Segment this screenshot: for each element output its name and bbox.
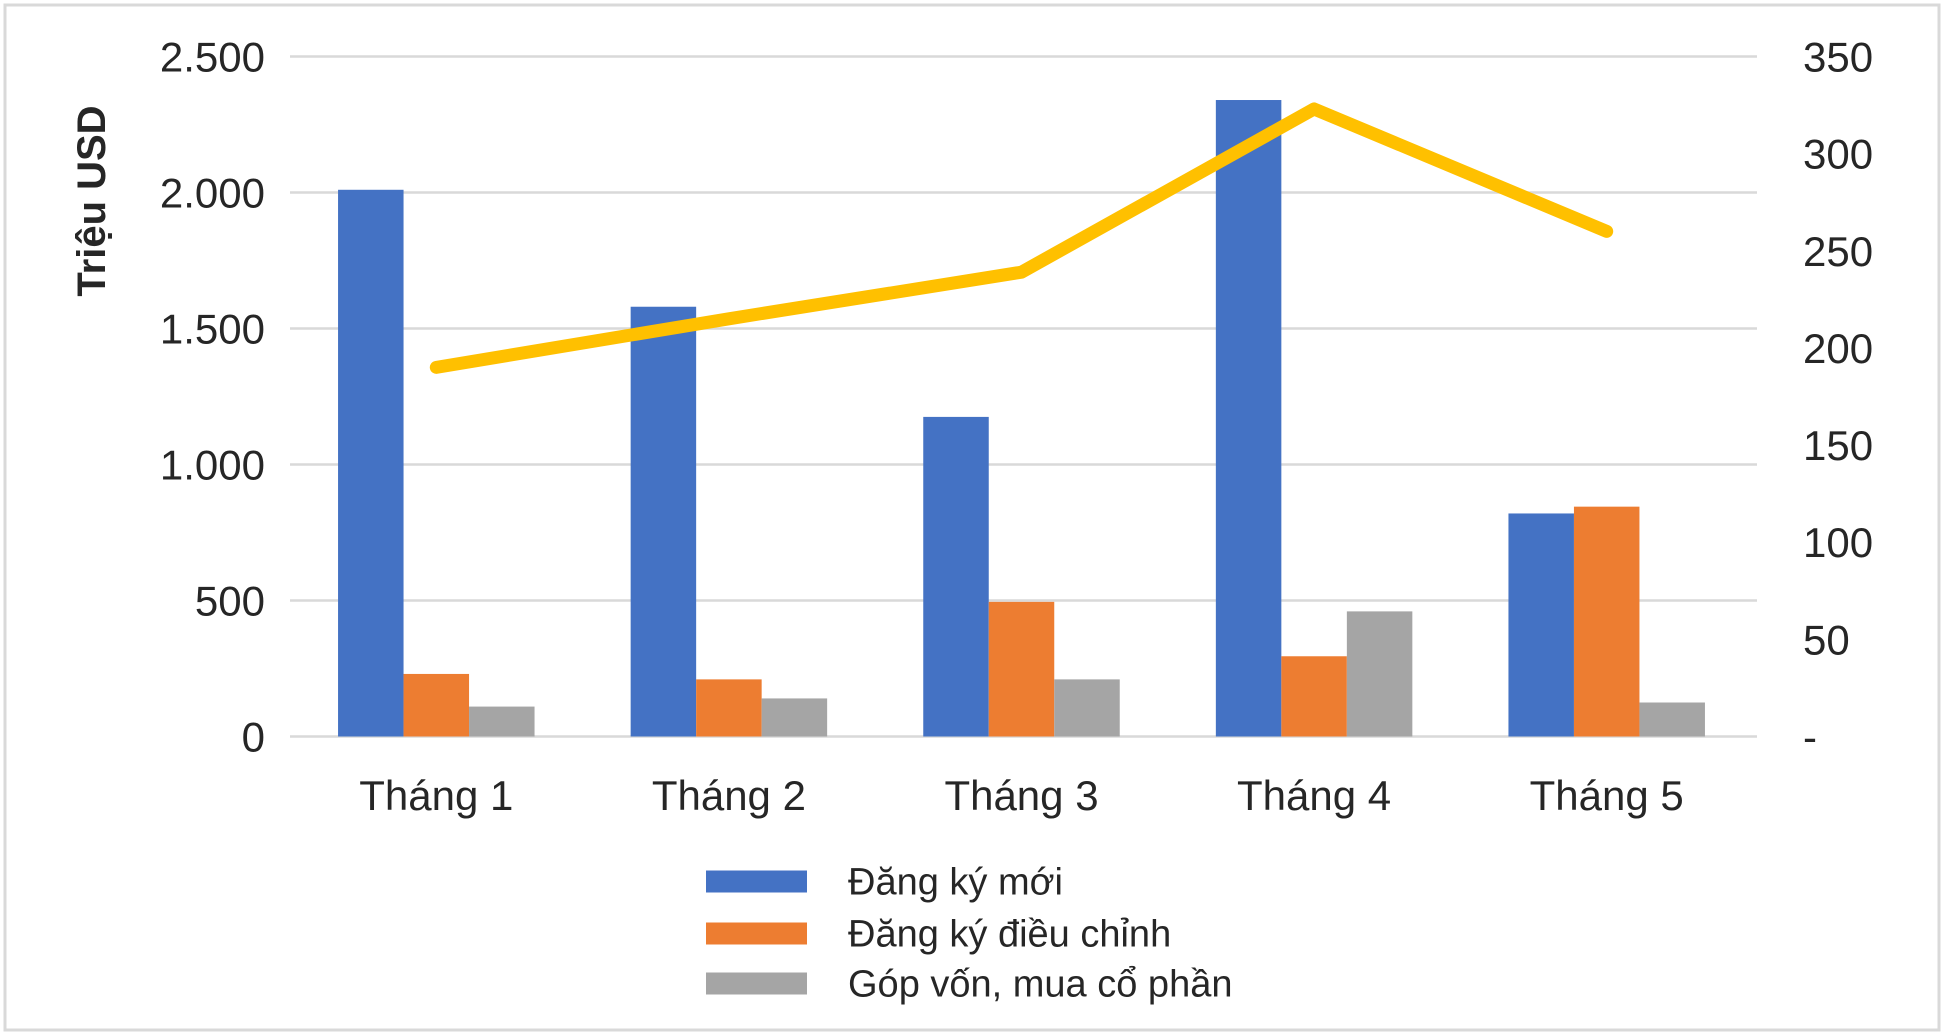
legend-label-1: Đăng ký mới <box>848 862 1063 904</box>
right-tick-250: 250 <box>1803 228 1873 275</box>
right-tick-300: 300 <box>1803 131 1873 178</box>
x-label-cat4: Tháng 4 <box>1237 772 1391 819</box>
bar-series2-cat2 <box>696 679 762 737</box>
bar-series3-cat5 <box>1639 702 1705 737</box>
legend-label-3: Góp vốn, mua cổ phần <box>848 964 1232 1006</box>
bar-series2-cat5 <box>1573 506 1640 737</box>
left-tick-1000: 1.000 <box>160 442 265 489</box>
legend-swatch-2 <box>706 922 807 945</box>
legend-item-1: Đăng ký mới <box>706 862 1063 904</box>
bar-series-group <box>338 100 1705 737</box>
x-label-cat2: Tháng 2 <box>652 772 806 819</box>
line-series-group <box>429 102 1614 374</box>
right-tick-150: 150 <box>1803 422 1873 469</box>
x-axis-category-labels: Tháng 1 Tháng 2 Tháng 3 Tháng 4 Tháng 5 <box>359 772 1684 819</box>
legend: Đăng ký mới Đăng ký điều chỉnh Góp vốn, mu… <box>706 862 1232 1006</box>
bar-series1-cat1 <box>338 189 404 737</box>
legend-label-2: Đăng ký điều chỉnh <box>848 914 1171 956</box>
right-tick-350: 350 <box>1803 34 1873 81</box>
x-label-cat1: Tháng 1 <box>359 772 513 819</box>
x-label-cat5: Tháng 5 <box>1530 772 1684 819</box>
left-tick-500: 500 <box>195 578 265 625</box>
bar-series2-cat1 <box>403 673 470 737</box>
legend-item-3: Góp vốn, mua cổ phần <box>706 964 1232 1006</box>
left-tick-2500: 2.500 <box>160 34 265 81</box>
bar-series3-cat4 <box>1346 611 1413 737</box>
bar-series1-cat3 <box>923 416 989 737</box>
legend-item-2: Đăng ký điều chỉnh <box>706 914 1171 956</box>
bar-series3-cat1 <box>469 706 535 737</box>
bar-series3-cat2 <box>761 698 828 737</box>
bar-series3-cat3 <box>1054 679 1120 737</box>
left-tick-2000: 2.000 <box>160 170 265 217</box>
right-tick-0: - <box>1803 714 1817 761</box>
legend-swatch-3 <box>706 972 807 995</box>
bar-series2-cat3 <box>988 601 1055 737</box>
right-tick-200: 200 <box>1803 325 1873 372</box>
left-tick-1500: 1.500 <box>160 306 265 353</box>
right-axis-tick-labels: - 50 100 150 200 250 300 350 <box>1803 34 1873 761</box>
bar-series1-cat2 <box>630 306 697 737</box>
left-tick-0: 0 <box>242 714 265 761</box>
right-tick-50: 50 <box>1803 616 1850 663</box>
bar-series2-cat4 <box>1281 656 1347 737</box>
left-axis-title: Triệu USD <box>70 105 114 296</box>
bar-series1-cat5 <box>1508 513 1574 737</box>
legend-swatch-1 <box>706 870 807 893</box>
left-axis-tick-labels: 0 500 1.000 1.500 2.000 2.500 <box>160 34 265 761</box>
right-tick-100: 100 <box>1803 519 1873 566</box>
bar-series1-cat4 <box>1215 100 1282 737</box>
x-label-cat3: Tháng 3 <box>944 772 1098 819</box>
line-series <box>429 102 1614 374</box>
